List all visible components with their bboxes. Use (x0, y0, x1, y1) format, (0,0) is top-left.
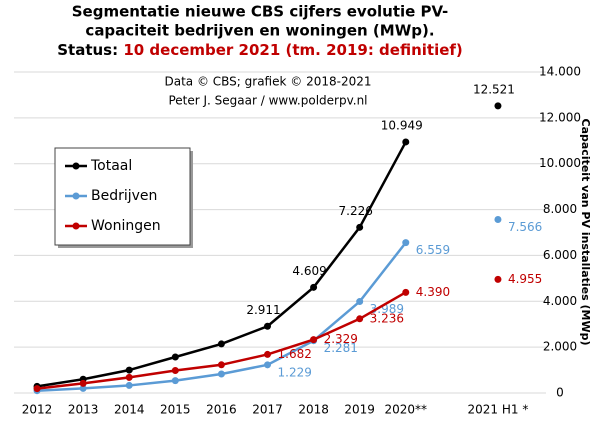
data-point (217, 370, 225, 378)
data-point (125, 366, 133, 374)
data-point (171, 353, 179, 361)
y-tick-label: 12.000 (539, 110, 581, 124)
annotation: Peter J. Segaar / www.polderpv.nl (168, 94, 367, 108)
data-label: 7.226 (339, 204, 373, 218)
legend-marker (72, 192, 80, 200)
data-point (402, 138, 410, 146)
data-label: 1.229 (278, 365, 312, 379)
data-point (217, 361, 225, 369)
x-tick-label: 2013 (68, 403, 99, 417)
data-label: 3.989 (370, 302, 404, 316)
data-label: 4.609 (292, 264, 326, 278)
legend-label: Woningen (91, 218, 161, 234)
data-point (125, 373, 133, 381)
y-tick-label: 0 (556, 386, 564, 400)
y-tick-label: 8.000 (543, 202, 577, 216)
y-tick-label: 6.000 (543, 248, 577, 262)
y-axis-label: Capaciteit van PV installaties (MWp) (579, 119, 592, 346)
data-point (217, 340, 225, 348)
data-label: 12.521 (473, 82, 515, 96)
status-label: Status: (57, 41, 123, 59)
data-point (356, 223, 364, 231)
data-label: 6.559 (416, 243, 450, 257)
data-point (494, 275, 502, 283)
y-tick-label: 4.000 (543, 294, 577, 308)
y-tick-label: 2.000 (543, 340, 577, 354)
legend-marker (72, 222, 80, 230)
data-label: 4.955 (508, 272, 542, 286)
x-tick-label: 2016 (206, 403, 237, 417)
data-point (494, 216, 502, 224)
data-point (310, 283, 318, 291)
x-tick-label: 2021 H1 * (468, 403, 529, 417)
x-tick-label: 2018 (298, 403, 329, 417)
data-point (402, 239, 410, 247)
data-point (264, 361, 271, 369)
data-point (264, 350, 271, 358)
x-tick-label: 2017 (252, 403, 283, 417)
data-label: 2.281 (324, 341, 358, 355)
data-label: 1.682 (278, 347, 312, 361)
data-label: 3.236 (370, 311, 404, 325)
data-point (264, 322, 271, 330)
legend-marker (72, 162, 80, 170)
status-date: 10 december 2021 (tm. 2019: definitief) (123, 41, 462, 59)
x-tick-label: 2012 (22, 403, 53, 417)
x-tick-label: 2019 (344, 403, 375, 417)
data-label: 10.949 (381, 118, 423, 132)
data-point (79, 384, 87, 392)
x-tick-label: 2014 (114, 403, 145, 417)
data-point (356, 315, 364, 323)
data-label: 4.390 (416, 285, 450, 299)
legend-label: Totaal (90, 158, 132, 174)
x-tick-label: 2015 (160, 403, 191, 417)
data-label: 7.566 (508, 220, 542, 234)
data-point (171, 367, 179, 375)
data-label: 2.911 (246, 303, 280, 317)
data-point (402, 288, 410, 296)
data-label: 2.329 (324, 332, 358, 346)
data-point (125, 381, 133, 389)
data-point (356, 298, 364, 306)
data-point (494, 102, 502, 110)
y-tick-label: 14.000 (539, 65, 581, 79)
data-point (310, 336, 318, 344)
chart-subtitle: Status: 10 december 2021 (tm. 2019: defi… (57, 41, 463, 59)
y-tick-label: 10.000 (539, 156, 581, 170)
data-point (171, 377, 179, 385)
annotation: Data © CBS; grafiek © 2018-2021 (165, 75, 372, 89)
chart-title: capaciteit bedrijven en woningen (MWp). (85, 22, 434, 40)
legend-label: Bedrijven (91, 188, 157, 204)
data-point (79, 379, 87, 387)
chart-title: Segmentatie nieuwe CBS cijfers evolutie … (72, 3, 449, 21)
data-point (33, 385, 41, 393)
x-tick-label: 2020** (384, 403, 427, 417)
